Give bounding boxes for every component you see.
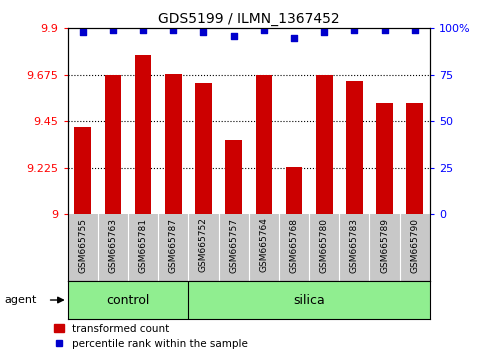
- Point: [199, 29, 207, 35]
- Text: GSM665768: GSM665768: [289, 217, 298, 273]
- Point: [290, 35, 298, 40]
- Point: [109, 27, 117, 33]
- Text: silica: silica: [293, 293, 325, 307]
- Text: GSM665787: GSM665787: [169, 217, 178, 273]
- Text: GSM665755: GSM665755: [78, 217, 87, 273]
- Point: [351, 27, 358, 33]
- Bar: [376, 103, 393, 214]
- Title: GDS5199 / ILMN_1367452: GDS5199 / ILMN_1367452: [158, 12, 340, 26]
- Text: GSM665757: GSM665757: [229, 217, 238, 273]
- Bar: [74, 127, 91, 214]
- Point: [320, 29, 328, 35]
- Legend: transformed count, percentile rank within the sample: transformed count, percentile rank withi…: [54, 324, 248, 349]
- Text: GSM665764: GSM665764: [259, 217, 269, 273]
- Point: [381, 27, 388, 33]
- Text: GSM665763: GSM665763: [108, 217, 117, 273]
- Text: GSM665790: GSM665790: [410, 217, 419, 273]
- Bar: [195, 83, 212, 214]
- Bar: [105, 75, 121, 214]
- Point: [260, 27, 268, 33]
- Text: GSM665752: GSM665752: [199, 217, 208, 273]
- Bar: [316, 75, 332, 214]
- Text: agent: agent: [5, 295, 37, 305]
- Bar: [135, 55, 151, 214]
- Point: [411, 27, 419, 33]
- Text: GSM665780: GSM665780: [320, 217, 329, 273]
- Text: GSM665783: GSM665783: [350, 217, 359, 273]
- Point: [170, 27, 177, 33]
- Text: GSM665781: GSM665781: [139, 217, 148, 273]
- Point: [79, 29, 86, 35]
- Bar: [256, 75, 272, 214]
- Text: control: control: [106, 293, 150, 307]
- Bar: [226, 140, 242, 214]
- Bar: [407, 103, 423, 214]
- Bar: [165, 74, 182, 214]
- Bar: [346, 81, 363, 214]
- Bar: [286, 167, 302, 214]
- Point: [139, 27, 147, 33]
- Text: GSM665789: GSM665789: [380, 217, 389, 273]
- Point: [230, 33, 238, 39]
